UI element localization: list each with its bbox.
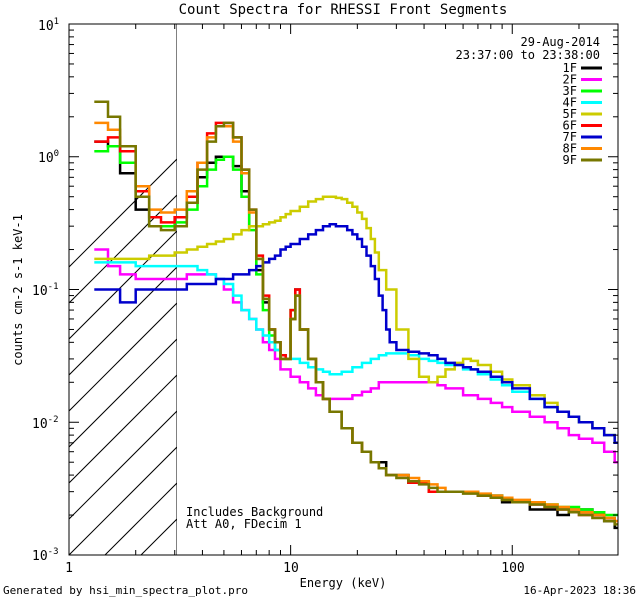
y-tick-label-base: 101 [38,17,59,34]
legend-label-7f: 7F [563,130,577,144]
series-line-9f [94,100,618,526]
series-line-1f [94,140,618,530]
y-tick-label-base: 100 [38,149,59,166]
y-axis-label: counts cm-2 s-1 keV-1 [11,214,25,366]
series-lines [94,100,618,530]
series-line-6f [94,121,618,523]
legend-label-9f: 9F [563,153,577,167]
series-line-7f [94,223,618,445]
x-tick-label-1: 1 [65,561,73,576]
hatch-line [69,194,177,304]
series-line-8f [94,121,618,523]
hatched-region [69,24,640,555]
hatch-line [429,35,640,555]
chart-title: Count Spectra for RHESSI Front Segments [179,2,508,18]
hatch-line [69,446,177,555]
y-tick-label-base: 10-1 [32,282,59,299]
legend-label-4f: 4F [563,96,577,110]
annotation-background: Includes Background [186,505,323,519]
hatch-line [609,35,640,555]
x-tick-label-100: 100 [501,561,524,576]
x-tick-label-10: 10 [283,561,299,576]
hatch-line [69,410,177,520]
hatch-line [69,266,177,376]
legend-label-2f: 2F [563,73,577,87]
legend-label-8f: 8F [563,142,577,156]
time-range-label: 23:37:00 to 23:38:00 [456,48,601,62]
footer-generated-by: Generated by hsi_min_spectra_plot.pro [3,584,248,597]
legend-label-3f: 3F [563,84,577,98]
footer-timestamp: 16-Apr-2023 18:36 [523,584,636,597]
hatch-line [465,35,640,555]
date-label: 29-Aug-2014 [521,35,600,49]
y-tick-labels: 101 100 10-1 10-2 10-3 [32,17,59,564]
series-line-3f [94,144,618,517]
hatch-line [69,230,177,340]
x-axis-label: Energy (keV) [300,576,387,590]
legend-label-5f: 5F [563,107,577,121]
y-tick-label-base: 10-3 [32,547,59,564]
series-line-2f [94,248,618,464]
hatch-line [104,482,177,555]
series-line-5f [94,195,618,445]
y-tick-label-base: 10-2 [32,415,59,432]
annotation-attenuator: Att A0, FDecim 1 [186,517,302,531]
legend-label-1f: 1F [563,61,577,75]
hatch-line [393,35,640,555]
legend-label-6f: 6F [563,119,577,133]
hatch-line [69,374,177,484]
axis-ticks [68,23,619,556]
